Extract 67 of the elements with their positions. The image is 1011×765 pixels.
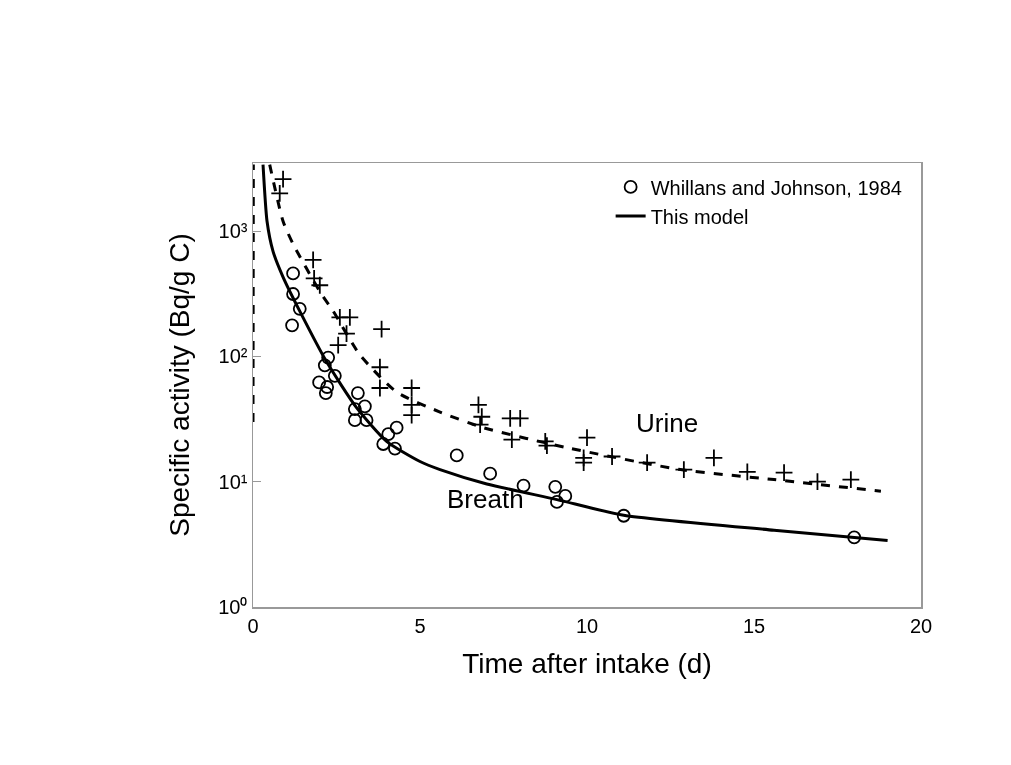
point bbox=[577, 428, 597, 447]
y-tick-label: 10³ bbox=[218, 220, 248, 243]
point bbox=[510, 409, 530, 428]
y-tick-label: 10² bbox=[218, 345, 248, 368]
point bbox=[449, 448, 464, 463]
y-axis-title: Specific activity (Bq/g C) bbox=[164, 233, 196, 537]
point bbox=[637, 453, 657, 472]
point bbox=[602, 447, 622, 466]
point bbox=[550, 495, 564, 509]
point bbox=[738, 462, 757, 482]
point bbox=[808, 472, 827, 492]
point bbox=[472, 407, 492, 427]
point bbox=[537, 436, 557, 455]
point bbox=[381, 427, 396, 441]
point bbox=[327, 368, 342, 383]
point bbox=[388, 441, 402, 456]
point bbox=[376, 437, 391, 451]
legend-label: Whillans and Johnson, 1984 bbox=[650, 176, 902, 199]
point bbox=[616, 508, 631, 523]
x-axis-title: Time after intake (d) bbox=[462, 648, 712, 680]
point bbox=[328, 335, 348, 355]
point bbox=[347, 413, 362, 428]
point bbox=[402, 405, 421, 425]
point bbox=[483, 466, 498, 481]
point bbox=[285, 318, 299, 333]
point bbox=[774, 463, 794, 483]
point bbox=[370, 378, 390, 398]
x-tick-label: 15 bbox=[742, 614, 766, 637]
point bbox=[704, 448, 724, 468]
point bbox=[347, 402, 362, 416]
x-tick-label: 10 bbox=[575, 614, 599, 637]
point bbox=[303, 250, 323, 270]
point bbox=[674, 460, 694, 479]
point bbox=[372, 319, 391, 339]
point bbox=[270, 184, 290, 203]
point bbox=[350, 386, 365, 400]
x-tick-label: 20 bbox=[909, 614, 933, 637]
point bbox=[337, 324, 356, 343]
point bbox=[469, 395, 488, 415]
x-tick-label: 5 bbox=[414, 614, 426, 637]
point bbox=[359, 413, 374, 428]
legend-label: This model bbox=[650, 205, 749, 228]
point bbox=[273, 169, 293, 189]
point bbox=[317, 358, 332, 373]
y-tick-label: 10⁰ bbox=[218, 596, 248, 618]
point bbox=[847, 530, 862, 545]
point bbox=[286, 266, 300, 281]
point bbox=[320, 380, 335, 394]
x-tick-label: 0 bbox=[247, 614, 259, 637]
y-tick-label: 10¹ bbox=[218, 470, 248, 493]
point bbox=[841, 470, 861, 489]
point bbox=[318, 386, 333, 400]
point bbox=[389, 420, 404, 435]
point bbox=[502, 430, 522, 449]
point bbox=[286, 287, 300, 301]
point bbox=[321, 350, 336, 365]
annotation: Breath bbox=[447, 484, 524, 514]
point bbox=[574, 453, 593, 472]
point bbox=[312, 375, 327, 390]
point bbox=[402, 378, 421, 398]
annotation: Urine bbox=[636, 408, 699, 438]
point bbox=[548, 479, 563, 494]
point bbox=[370, 357, 390, 377]
point bbox=[340, 308, 360, 327]
point bbox=[292, 301, 307, 316]
point bbox=[558, 489, 573, 503]
point bbox=[358, 399, 372, 414]
